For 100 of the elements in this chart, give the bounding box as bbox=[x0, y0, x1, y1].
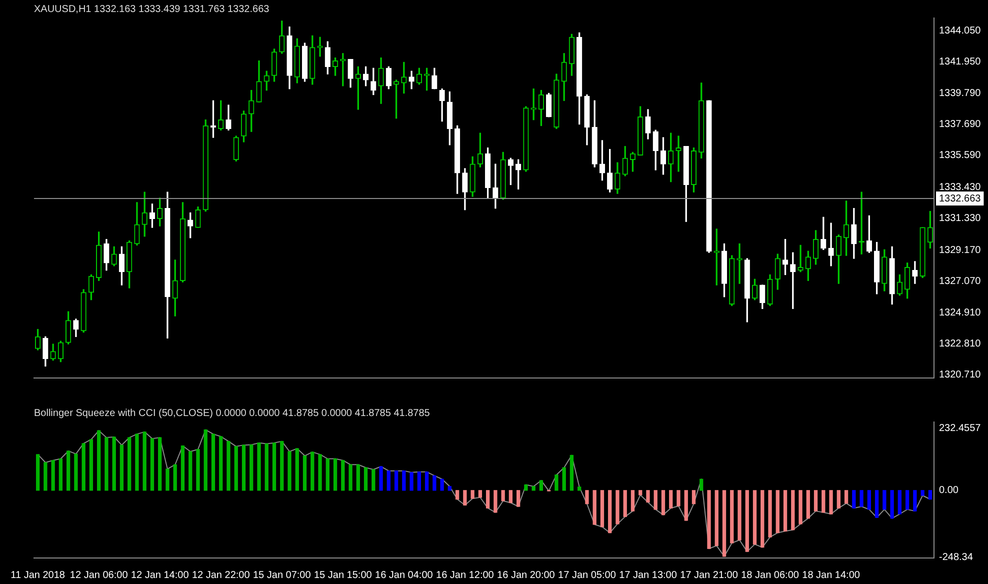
bar bbox=[478, 490, 482, 498]
bar bbox=[440, 478, 444, 491]
bar bbox=[424, 472, 429, 491]
candlestick bbox=[676, 136, 682, 172]
bar bbox=[463, 490, 467, 506]
bar bbox=[150, 438, 154, 491]
bar bbox=[394, 470, 398, 491]
x-tick-label: 16 Jan 20:00 bbox=[497, 570, 556, 581]
bar bbox=[348, 464, 352, 491]
bar bbox=[592, 490, 596, 525]
bar bbox=[768, 490, 772, 538]
y-tick-label: 1337.690 bbox=[939, 119, 982, 130]
y-tick-label: 1339.790 bbox=[939, 88, 982, 100]
x-tick-label: 15 Jan 15:00 bbox=[314, 570, 372, 581]
bar bbox=[630, 490, 635, 512]
bar bbox=[333, 458, 338, 491]
bar bbox=[372, 469, 376, 491]
y-tick-label: 1331.330 bbox=[939, 212, 982, 224]
bar bbox=[623, 490, 627, 518]
bar bbox=[798, 490, 802, 524]
bar bbox=[638, 490, 642, 496]
y-tick-label: 1333.430 bbox=[939, 182, 982, 193]
bar bbox=[364, 467, 368, 491]
bar bbox=[410, 472, 414, 491]
bar bbox=[516, 490, 520, 507]
bar bbox=[142, 432, 146, 491]
chart-title: XAUUSD,H1 1332.163 1333.439 1331.763 1332.663 bbox=[34, 4, 270, 15]
x-tick-label: 12 Jan 06:00 bbox=[70, 570, 128, 581]
bar bbox=[860, 490, 864, 507]
bar bbox=[616, 490, 620, 524]
bar bbox=[386, 470, 390, 491]
bar bbox=[173, 464, 177, 491]
bar bbox=[112, 436, 116, 491]
x-tick-label: 12 Jan 22:00 bbox=[192, 570, 250, 581]
bar bbox=[539, 480, 544, 491]
x-tick-label: 17 Jan 13:00 bbox=[619, 570, 678, 581]
bar bbox=[89, 439, 94, 491]
y-tick-label: 0.00 bbox=[939, 485, 959, 496]
bar bbox=[257, 442, 261, 491]
bar bbox=[180, 446, 185, 491]
candlestick bbox=[798, 244, 804, 272]
bar bbox=[188, 451, 192, 491]
bar bbox=[836, 490, 840, 508]
bar bbox=[898, 490, 902, 514]
x-tick-label: 18 Jan 14:00 bbox=[802, 570, 860, 581]
y-tick-label: 1341.950 bbox=[939, 56, 982, 68]
y-tick-label: 1322.810 bbox=[939, 338, 982, 350]
y-tick-label: 1320.710 bbox=[939, 370, 982, 381]
bar bbox=[608, 490, 612, 534]
bar bbox=[532, 486, 536, 491]
bar bbox=[44, 462, 48, 491]
bar bbox=[707, 490, 711, 549]
y-tick-label: -248.34 bbox=[939, 552, 974, 563]
bar bbox=[135, 434, 139, 491]
bar bbox=[82, 443, 86, 491]
bar bbox=[760, 490, 764, 548]
x-tick-label: 16 Jan 12:00 bbox=[436, 570, 494, 581]
bar bbox=[128, 437, 132, 491]
chart-title: Bollinger Squeeze with CCI (50,CLOSE) 0.0000 0.0000 41.8785 0.0000 41.8785 41.8785 bbox=[34, 408, 430, 419]
bar bbox=[120, 444, 124, 491]
bar bbox=[752, 490, 757, 545]
x-tick-label: 15 Jan 07:00 bbox=[252, 570, 312, 581]
bar bbox=[166, 468, 170, 491]
bar bbox=[211, 434, 216, 491]
x-tick-label: 17 Jan 21:00 bbox=[680, 570, 738, 581]
bar bbox=[104, 437, 108, 491]
bar bbox=[562, 467, 566, 491]
bar bbox=[494, 490, 498, 513]
x-tick-label: 16 Jan 04:00 bbox=[375, 570, 434, 581]
bar bbox=[58, 458, 63, 491]
bar bbox=[51, 460, 55, 491]
x-tick-label: 17 Jan 05:00 bbox=[558, 570, 616, 581]
bar bbox=[97, 430, 101, 491]
bar bbox=[318, 454, 322, 491]
bar bbox=[288, 451, 292, 491]
bar bbox=[264, 443, 268, 491]
bar bbox=[783, 490, 788, 532]
bar bbox=[822, 490, 826, 513]
bar bbox=[585, 490, 589, 504]
bar bbox=[501, 490, 505, 502]
bar bbox=[341, 460, 345, 491]
bar bbox=[158, 437, 162, 491]
bar bbox=[295, 448, 299, 491]
bar bbox=[722, 490, 726, 557]
bar bbox=[882, 490, 886, 510]
bar bbox=[692, 490, 696, 504]
y-tick-label: 1324.910 bbox=[939, 308, 982, 319]
bar bbox=[814, 490, 818, 512]
bar bbox=[844, 490, 848, 504]
bar bbox=[852, 490, 856, 508]
bar bbox=[455, 490, 460, 500]
y-tick-label: 232.4557 bbox=[939, 422, 982, 434]
bar bbox=[913, 490, 917, 512]
bar bbox=[356, 464, 360, 491]
bar bbox=[280, 440, 284, 491]
bar bbox=[196, 449, 200, 491]
bar bbox=[272, 442, 276, 491]
bar bbox=[242, 444, 246, 491]
bar bbox=[204, 429, 208, 491]
bar bbox=[310, 452, 314, 491]
